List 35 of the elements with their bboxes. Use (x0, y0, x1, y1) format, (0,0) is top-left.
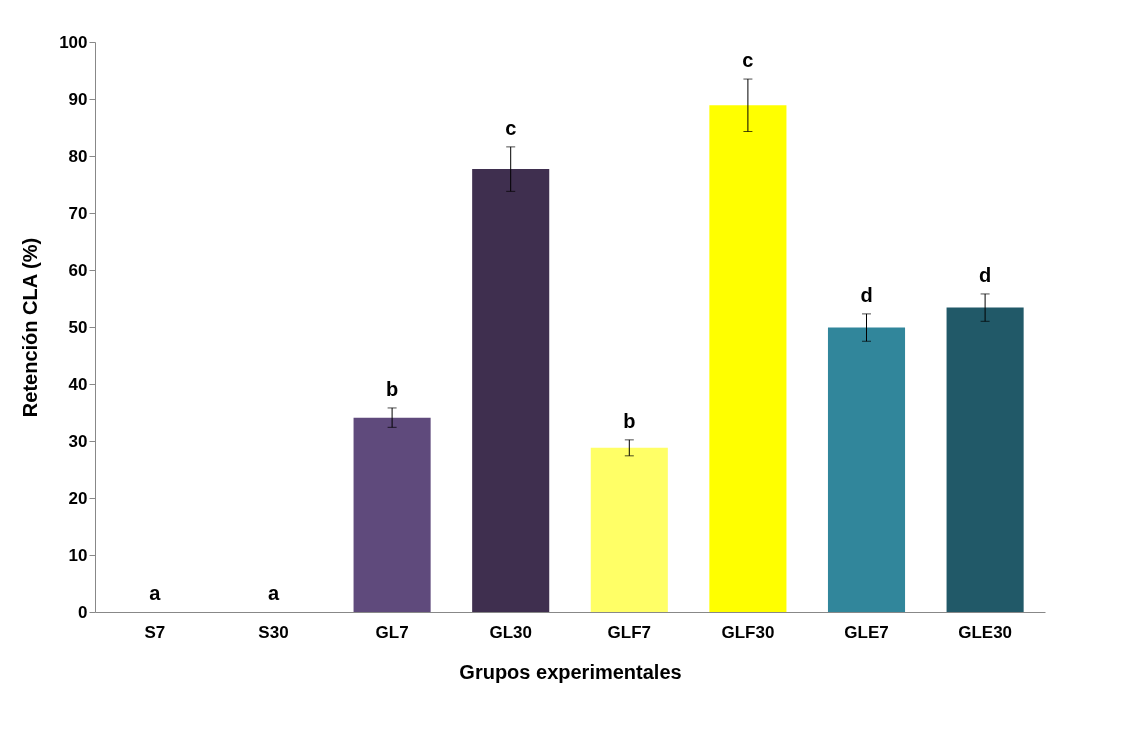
x-tick-label: GL30 (489, 622, 532, 642)
annotation: b (385, 377, 399, 400)
x-tick-label: GL7 (375, 622, 409, 642)
y-tick-label: 100 (59, 32, 88, 52)
y-tick-label: 20 (68, 488, 88, 508)
x-tick-label: GLE7 (844, 622, 889, 642)
bar (827, 327, 906, 612)
x-tick-label: GLF7 (607, 622, 652, 642)
y-tick-label: 50 (68, 317, 88, 337)
x-tick-label: S30 (258, 622, 289, 642)
annotation: c (742, 49, 754, 72)
y-tick-label: 30 (68, 431, 88, 451)
y-axis-title: Retención CLA (%) (19, 237, 42, 418)
annotation: a (149, 582, 162, 604)
x-tick-label: S7 (144, 622, 166, 642)
annotation: a (267, 582, 280, 604)
x-tick-label: GLF30 (721, 622, 775, 642)
y-tick-label: 80 (68, 146, 88, 166)
y-tick-label: 0 (78, 602, 88, 622)
x-axis-title: Grupos experimentales (459, 660, 682, 683)
bar (709, 105, 787, 612)
annotation: c (505, 116, 517, 139)
annotation: d (860, 283, 873, 306)
annotation: b (623, 409, 636, 432)
y-tick-label: 10 (68, 545, 88, 565)
bar (590, 447, 668, 612)
x-tick-label: GLE30 (958, 622, 1013, 642)
y-tick-label: 90 (68, 89, 88, 109)
bar (946, 307, 1024, 612)
annotation: d (979, 263, 992, 286)
y-tick-label: 70 (68, 203, 88, 223)
y-tick-label: 60 (68, 260, 88, 280)
bar (353, 417, 431, 612)
bar (472, 169, 550, 612)
y-tick-label: 40 (68, 374, 88, 394)
